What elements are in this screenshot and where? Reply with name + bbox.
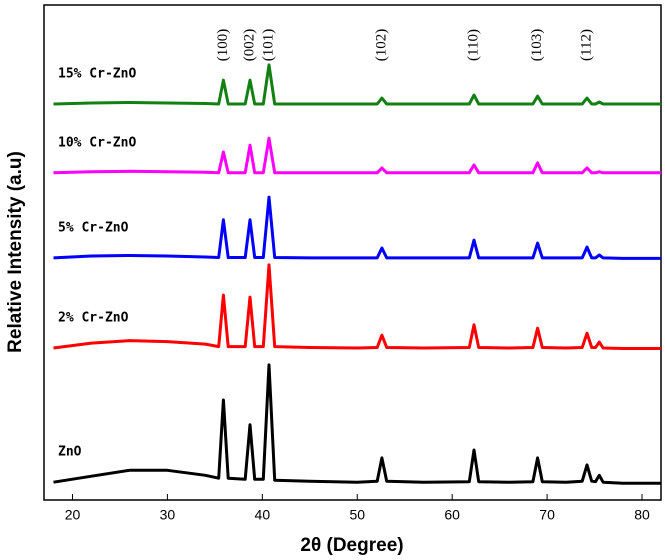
legend-label: 15% Cr-ZnO [58,67,136,82]
x-tick-label: 50 [349,507,365,523]
legend-label: 10% Cr-ZnO [58,135,136,150]
y-axis-label: Relative Intensity (a.u) [5,151,26,353]
peak-label: (101) [260,29,276,62]
x-tick-label: 60 [444,507,460,523]
legend-label: 2% Cr-ZnO [58,311,129,326]
series-line [53,136,661,175]
x-tick-label: 70 [539,507,555,523]
series-line [53,195,661,260]
x-tick-label: 20 [65,507,81,523]
peak-label: (112) [578,29,594,61]
peak-label: (110) [465,29,481,61]
plot-frame [43,4,662,501]
peak-label: (002) [241,29,257,62]
legend-label: 5% Cr-ZnO [58,220,129,235]
peak-label: (102) [373,29,389,62]
x-axis-label: 2θ (Degree) [300,535,403,556]
x-tick-label: 30 [160,507,176,523]
x-tick-label: 80 [634,507,650,523]
series-line [53,363,661,485]
series-line [53,263,661,350]
series-line [53,63,661,106]
x-tick-label: 40 [255,507,271,523]
legend-label: ZnO [58,445,82,460]
peak-label: (103) [529,29,545,62]
peak-label: (100) [215,29,231,62]
